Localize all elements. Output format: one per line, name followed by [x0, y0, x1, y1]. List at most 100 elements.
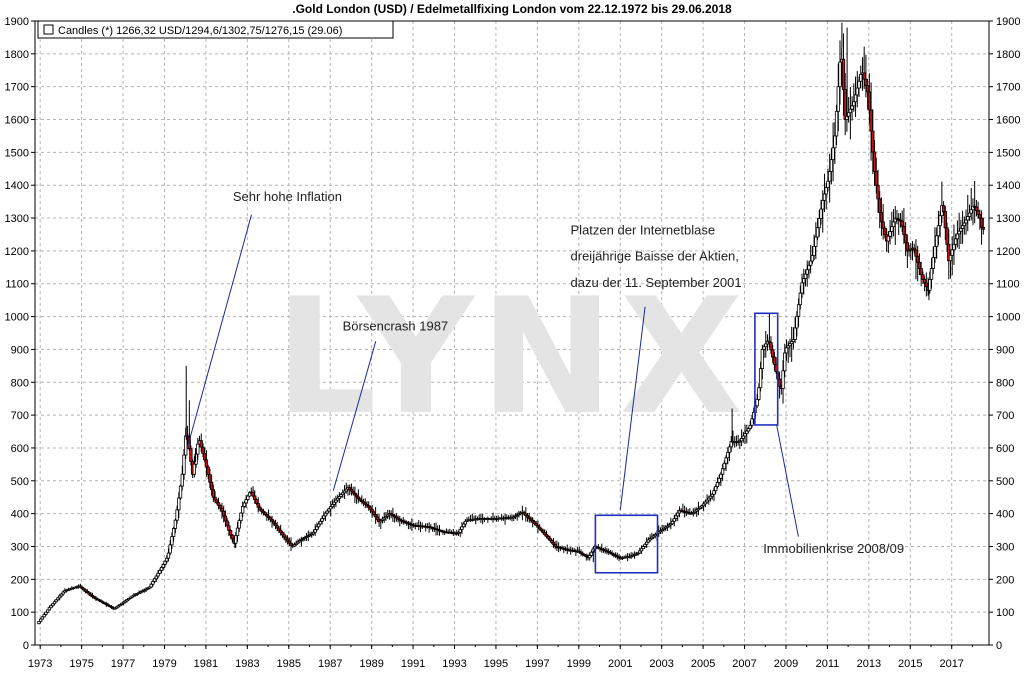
candle-body [783, 352, 787, 372]
y-tick-label-right: 500 [996, 476, 1014, 488]
candle-body [888, 231, 892, 237]
y-tick-label-right: 200 [996, 574, 1014, 586]
candle-body [235, 527, 240, 537]
candle-body [168, 544, 172, 554]
candle-body [917, 261, 922, 269]
candle-body [874, 171, 878, 186]
candle [44, 611, 48, 616]
plot-frame [34, 20, 990, 646]
candle-body [320, 518, 324, 522]
candle [204, 450, 209, 477]
y-tick-label-left: 1000 [5, 312, 29, 324]
candle-body [850, 105, 854, 110]
candle-body [52, 601, 57, 605]
candle-body [805, 269, 809, 275]
candle [189, 445, 193, 466]
candle-body [230, 534, 234, 540]
y-tick-label-right: 800 [996, 377, 1014, 389]
candle-body [902, 225, 906, 235]
candle [881, 203, 885, 240]
candle-body [966, 216, 970, 221]
candle [783, 343, 787, 377]
candle [184, 427, 188, 460]
candle [517, 510, 521, 518]
candle-body [227, 525, 231, 531]
x-tick-label: 2017 [939, 658, 963, 670]
candle-body [175, 509, 179, 521]
candle-body [182, 454, 186, 475]
y-tick-label-right: 1600 [996, 115, 1020, 127]
y-tick-label-right: 1900 [996, 16, 1020, 28]
candle-body [853, 94, 858, 103]
candle [47, 605, 51, 611]
candle [192, 456, 196, 478]
candle-body [883, 227, 887, 236]
candle-body [724, 457, 728, 464]
candle-body [253, 495, 257, 501]
candle [924, 272, 928, 297]
candle [52, 600, 57, 606]
candle-body [61, 591, 65, 595]
x-tick-label: 2001 [608, 658, 632, 670]
candle [943, 205, 947, 241]
candle [639, 545, 644, 554]
candle-body [867, 91, 872, 111]
candle-body [852, 101, 856, 107]
candle-body [720, 468, 725, 475]
candle-body [941, 205, 946, 212]
candle [524, 507, 528, 522]
y-tick-label-left: 100 [11, 607, 29, 619]
candle-body [254, 499, 259, 504]
candle [973, 181, 977, 224]
y-tick-label-right: 1100 [996, 279, 1020, 291]
candle-body [192, 463, 196, 475]
candle [755, 394, 759, 408]
candle-body [978, 214, 982, 219]
candle [964, 209, 968, 235]
candle-body [819, 208, 823, 219]
x-tick-label: 1995 [484, 658, 508, 670]
candle-body [156, 572, 160, 577]
candle-body [234, 535, 238, 544]
candle-body [215, 499, 219, 504]
candle [607, 548, 611, 555]
candle-body [166, 552, 171, 559]
candle-body [864, 78, 868, 86]
x-tick-label: 1991 [401, 658, 425, 670]
y-tick-label-left: 800 [11, 377, 29, 389]
candle-body [974, 206, 979, 212]
candle [373, 507, 378, 524]
y-tick-label-right: 1300 [996, 213, 1020, 225]
candle-body [726, 451, 730, 459]
x-tick-label: 1999 [567, 658, 591, 670]
y-tick-label-left: 200 [11, 574, 29, 586]
candle [831, 122, 835, 182]
candle-body [196, 443, 200, 455]
y-tick-label-left: 600 [11, 443, 29, 455]
y-tick-label-right: 1200 [996, 246, 1020, 258]
y-tick-label-left: 0 [23, 640, 29, 652]
candle-body [969, 209, 973, 214]
candle-body [807, 264, 811, 271]
candle-body [924, 282, 928, 288]
legend: Candles (*) 1266,32 USD/1294,6/1302,75/1… [37, 20, 394, 39]
candle-body [246, 495, 250, 500]
candle-body [796, 304, 801, 317]
candle [241, 501, 245, 518]
y-tick-label-left: 1100 [5, 279, 29, 291]
annotation-pointer [776, 424, 799, 537]
candle-body [201, 446, 205, 454]
candle-body [316, 523, 321, 528]
candle-body [914, 249, 918, 257]
candle-body [458, 529, 462, 533]
candle-body [199, 440, 203, 448]
candle-body [795, 315, 799, 329]
candle-body [838, 61, 842, 88]
candle-body [955, 233, 960, 240]
y-tick-label-right: 900 [996, 344, 1014, 356]
candle-body [256, 503, 260, 508]
x-tick-label: 1983 [235, 658, 259, 670]
candle-body [976, 210, 980, 215]
candle [166, 548, 171, 562]
y-tick-label-right: 400 [996, 509, 1014, 521]
